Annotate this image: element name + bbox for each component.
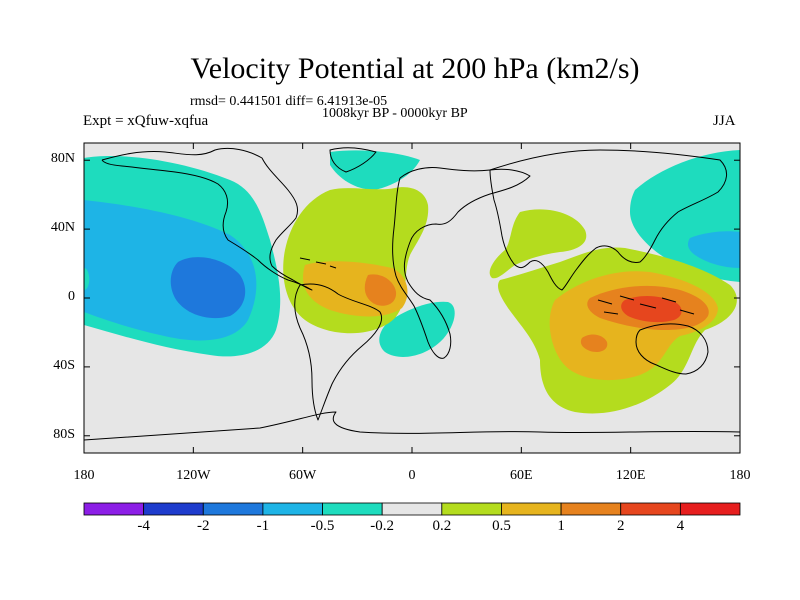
colorbar-level-label: -0.5 <box>310 518 335 534</box>
colorbar-swatch <box>322 502 383 516</box>
asia-coast <box>489 149 727 291</box>
x-tick-label: 60W <box>289 468 317 483</box>
australia-coast <box>635 323 709 375</box>
colorbar-swatch <box>441 502 502 516</box>
colorbar-swatch <box>143 502 204 516</box>
y-tick-label: 80S <box>53 426 75 442</box>
antarctica-coast <box>84 411 740 441</box>
positive-anomaly-fields <box>283 187 737 414</box>
europe-africa-coast <box>392 167 531 359</box>
colorbar-level-label: -1 <box>256 518 270 534</box>
atlantic-high-core <box>364 274 397 306</box>
x-tick-label: 180 <box>73 468 95 483</box>
greenland-coast <box>329 147 377 173</box>
colorbar-level-label: 2 <box>616 518 625 534</box>
x-tick-label: 120W <box>176 468 211 483</box>
y-tick-label: 40N <box>50 220 75 236</box>
axis-ticks <box>83 143 741 453</box>
indian-ocean-secondary-core <box>580 334 608 352</box>
colorbar-swatch <box>679 502 741 516</box>
stats-label: rmsd= 0.441501 diff= 6.41913e-05 <box>190 94 388 109</box>
south-atlantic-low-region <box>379 301 455 357</box>
colorbar-level-label: 4 <box>676 518 685 534</box>
y-tick-label: 40S <box>53 357 75 373</box>
colorbar-level-label: -0.2 <box>370 518 395 534</box>
colorbar <box>83 502 741 516</box>
north-atlantic-low-region <box>330 150 420 190</box>
colorbar-level-label: -4 <box>137 518 150 534</box>
east-pacific-low-core <box>170 257 246 319</box>
experiment-label: Expt = xQfuw-xqfua <box>83 113 209 129</box>
x-tick-label: 180 <box>729 468 751 483</box>
colorbar-level-label: 0.2 <box>432 518 452 534</box>
x-tick-label: 0 <box>408 468 416 483</box>
colorbar-swatch <box>202 502 264 516</box>
colorbar-swatch <box>560 502 622 516</box>
maritime-continent-high-peak <box>621 296 682 323</box>
map-panel <box>84 143 740 453</box>
colorbar-swatch <box>381 502 443 516</box>
y-tick-label: 0 <box>68 289 75 304</box>
central-pacific-edge <box>84 268 90 290</box>
period-label: 1008kyr BP - 0000kyr BP <box>322 106 468 121</box>
y-tick-label: 80N <box>50 151 75 167</box>
x-tick-label: 120E <box>615 468 646 483</box>
colorbar-swatch <box>83 502 145 516</box>
colorbar-swatch <box>620 502 681 516</box>
negative-anomaly-fields <box>84 150 740 357</box>
indian-ocean-high-region <box>489 209 587 279</box>
season-label: JJA <box>713 113 736 129</box>
x-tick-label: 60E <box>510 468 533 483</box>
colorbar-level-label: 1 <box>557 518 565 534</box>
coastlines <box>84 147 740 441</box>
caribbean-islands <box>299 257 337 269</box>
colorbar-swatch <box>262 502 323 516</box>
map-title: Velocity Potential at 200 hPa (km2/s) <box>190 52 640 85</box>
colorbar-level-label: -2 <box>197 518 210 534</box>
south-america-coast <box>294 283 382 421</box>
colorbar-level-label: 0.5 <box>492 518 511 534</box>
colorbar-swatch <box>501 502 562 516</box>
north-pacific-low-inner <box>687 231 740 268</box>
maritime-continent-islands <box>597 295 695 315</box>
